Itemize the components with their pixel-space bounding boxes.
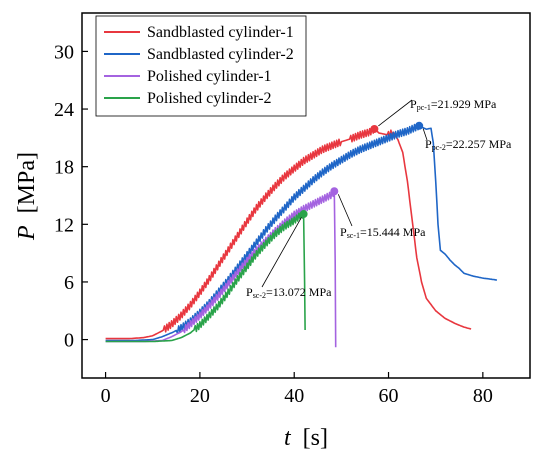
x-axis-title-symbol: t [284,425,292,451]
x-tick-label: 60 [379,385,399,407]
axis-ticks: 0 20 40 60 80 0 6 12 18 24 30 [54,41,493,407]
series-layer [105,122,498,348]
annotation-leader [337,194,353,227]
y-axis-title-symbol: P [14,225,40,241]
annotation-label: Psc-1=15.444 MPa [340,225,426,240]
annotation-label: Ppc-1=21.929 MPa [410,97,497,112]
x-tick-label: 40 [284,385,304,407]
peak-marker [415,121,424,130]
series-line-4 [105,211,306,343]
annotation-label: Psc-2=13.072 MPa [246,285,332,300]
x-tick-label: 80 [473,385,493,407]
annotation-value: =13.072 MPa [266,285,332,299]
annotation-subscript: sc-1 [347,231,360,240]
annotation-leader [378,99,413,127]
legend: Sandblasted cylinder-1 Sandblasted cylind… [95,15,307,117]
x-tick-label: 20 [190,385,210,407]
annotation-subscript: pc-1 [417,103,431,112]
y-axis-title-unit: [MPa] [14,152,40,213]
annotation-label: Ppc-2=22.257 MPa [425,137,512,152]
legend-label: Polished cylinder-2 [147,90,272,107]
peak-marker [299,210,308,219]
annotation-symbol: P [425,137,432,151]
y-tick-label: 30 [54,41,74,63]
x-tick-label: 0 [101,385,111,407]
annotation-leader [261,216,302,288]
x-axis-title: t [s] [284,425,328,451]
peak-marker [370,124,379,133]
legend-label: Polished cylinder-1 [147,68,272,85]
x-axis-title-unit: [s] [303,425,328,451]
annotation-subscript: pc-2 [432,143,446,152]
annotation-symbol: P [340,225,347,239]
annotation-value: =21.929 MPa [431,97,497,111]
y-axis-title: P [MPa] [14,152,40,241]
annotation-symbol: P [246,285,253,299]
peak-marker [330,187,339,196]
y-tick-label: 12 [54,214,74,236]
legend-label: Sandblasted cylinder-1 [147,24,294,41]
y-tick-label: 6 [64,272,74,294]
legend-label: Sandblasted cylinder-2 [147,46,294,63]
annotation-symbol: P [410,97,417,111]
annotation-subscript: sc-2 [253,291,266,300]
series-line-2 [105,122,498,342]
plot-frame [81,12,531,379]
annotation-leader [422,128,428,141]
annotation-value: =22.257 MPa [446,137,512,151]
annotation-value: =15.444 MPa [360,225,426,239]
y-tick-label: 18 [54,157,74,179]
series-line-1 [105,126,472,340]
y-tick-label: 24 [54,99,74,121]
y-tick-label: 0 [64,330,74,352]
